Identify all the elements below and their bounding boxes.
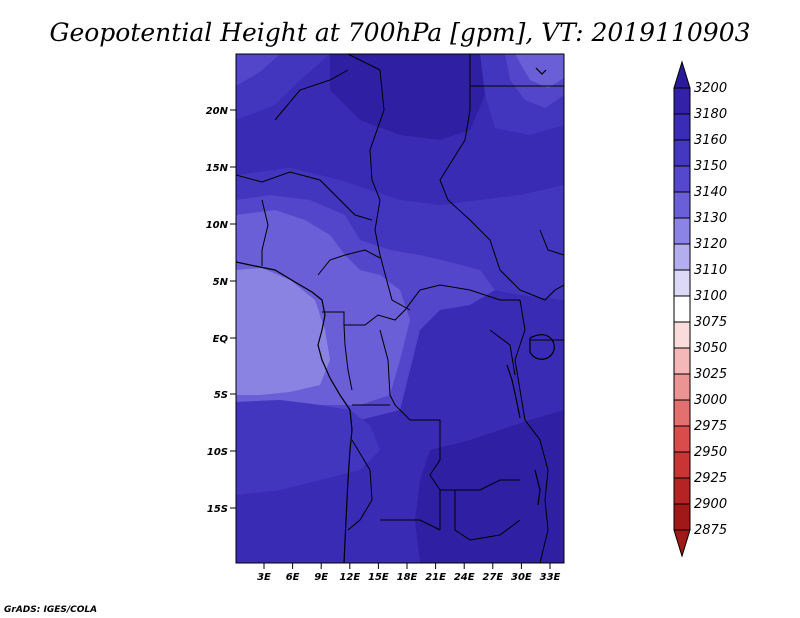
colorbar-label: 3140 (694, 185, 727, 200)
colorbar-label: 3120 (694, 237, 727, 252)
colorbar-label: 2875 (694, 523, 727, 538)
colorbar-label: 3160 (694, 133, 727, 148)
lat-label: 20N (206, 106, 229, 117)
longitude-axis: 3E 6E 9E 12E 15E 18E 21E 24E 27E 30E 33E (257, 563, 561, 583)
field-3150-sahel (236, 168, 564, 300)
lat-label: EQ (213, 334, 229, 345)
colorbar-segment (673, 451, 691, 479)
colorbar-segment (673, 425, 691, 453)
colorbar-label: 3180 (694, 107, 727, 122)
field-3120-coast (236, 268, 330, 395)
colorbar-bottom-arrow (673, 529, 691, 558)
map-panel (235, 53, 565, 564)
colorbar-segment (673, 165, 691, 193)
lon-label: 30E (511, 572, 532, 583)
colorbar-label: 3200 (694, 81, 727, 96)
colorbar-label: 3000 (694, 393, 727, 408)
colorbar-label: 3110 (694, 263, 727, 278)
lon-label: 18E (397, 572, 418, 583)
field-3180-southeast (415, 410, 564, 563)
colorbar-segment (673, 87, 691, 115)
colorbar-top-arrow (673, 60, 691, 89)
colorbar-segment (673, 477, 691, 505)
colorbar-label: 2975 (694, 419, 727, 434)
lon-label: 3E (257, 572, 271, 583)
colorbar-label: 2900 (694, 497, 727, 512)
grads-credit: GrADS: IGES/COLA (4, 605, 97, 615)
map-frame (235, 53, 565, 564)
colorbar-label: 3075 (694, 315, 727, 330)
lat-label: 15N (206, 163, 229, 174)
lon-label: 9E (314, 572, 328, 583)
lon-label: 24E (454, 572, 475, 583)
field-3150-south (236, 400, 380, 495)
colorbar-label: 3130 (694, 211, 727, 226)
lat-label: 10N (206, 220, 229, 231)
colorbar-label: 2925 (694, 471, 727, 486)
colorbar-segment (673, 399, 691, 427)
field-3180-northcentral (330, 54, 485, 140)
lat-label: 5S (214, 390, 228, 401)
colorbar-segment (673, 217, 691, 245)
plot-title: Geopotential Height at 700hPa [gpm], VT:… (49, 18, 750, 47)
colorbar-segment (673, 139, 691, 167)
colorbar-segment (673, 321, 691, 349)
country-borders (236, 54, 564, 563)
colorbar-label: 3100 (694, 289, 727, 304)
colorbar-segment (673, 191, 691, 219)
lon-label: 21E (425, 572, 446, 583)
lon-label: 33E (540, 572, 561, 583)
colorbar-label: 3150 (694, 159, 727, 174)
colorbar-label: 3025 (694, 367, 727, 382)
colorbar-segment (673, 243, 691, 271)
colorbar-segment (673, 373, 691, 401)
latitude-axis: 20N 15N 10N 5N EQ 5S 10S 15S (206, 106, 236, 515)
colorbar-segment (673, 347, 691, 375)
geopotential-field (236, 54, 564, 563)
colorbar-segment (673, 269, 691, 297)
colorbar: 3200 3180 3160 3150 3140 3130 3120 3110 3100 3075… (673, 60, 727, 558)
lat-label: 5N (213, 277, 229, 288)
colorbar-segment (673, 503, 691, 531)
colorbar-segment (673, 113, 691, 141)
field-3140-northwest (236, 54, 280, 86)
lon-label: 6E (286, 572, 300, 583)
lat-label: 15S (207, 504, 228, 515)
lon-label: 15E (368, 572, 389, 583)
lon-label: 27E (482, 572, 503, 583)
colorbar-segment (673, 295, 691, 323)
lat-label: 10S (207, 447, 228, 458)
lon-label: 12E (339, 572, 360, 583)
colorbar-label: 3050 (694, 341, 727, 356)
colorbar-label: 2950 (694, 445, 727, 460)
